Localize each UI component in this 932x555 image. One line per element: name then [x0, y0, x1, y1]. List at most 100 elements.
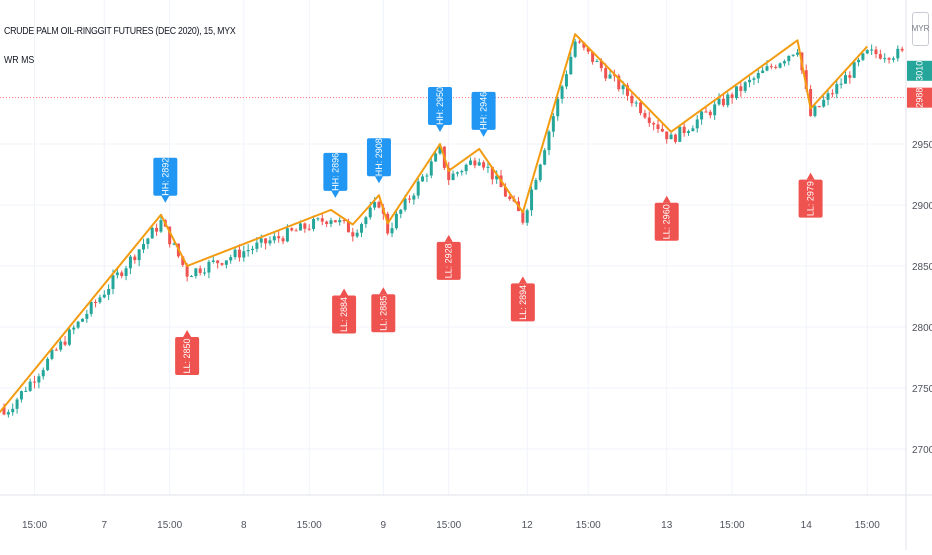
candle [691, 125, 695, 132]
y-tick-label: 2750 [912, 384, 932, 395]
candle-body [307, 228, 311, 230]
hh-label: HH: 2946 [471, 92, 496, 137]
candle-body [50, 349, 54, 359]
x-tick-label: 15:00 [720, 520, 745, 531]
candle-body [303, 223, 307, 229]
candle [142, 238, 146, 254]
ll-label: LL: 2885 [371, 287, 396, 333]
candle [708, 109, 712, 119]
candle-body [486, 166, 490, 168]
candle [107, 284, 111, 300]
candle [120, 270, 124, 279]
ll-label-box [332, 295, 357, 334]
symbol-title: CRUDE PALM OIL-RINGGIT FUTURES (DEC 2020… [4, 26, 236, 37]
candle [320, 212, 324, 226]
ll-label-arrow [662, 195, 671, 203]
candle [482, 160, 486, 171]
candle-body [621, 85, 625, 90]
candle [704, 107, 708, 113]
candle-body [128, 256, 132, 269]
hh-label-arrow [479, 129, 488, 137]
candle [717, 93, 721, 106]
candle-body [660, 128, 664, 132]
candle-body [630, 95, 634, 104]
candle-body [643, 113, 647, 118]
candle-body [752, 78, 756, 80]
candle-body [368, 207, 372, 218]
currency-badge[interactable]: MYR [912, 12, 929, 46]
candle [865, 49, 869, 55]
candle-body [591, 51, 595, 62]
candle-body [861, 53, 865, 60]
x-tick-label: 15:00 [436, 520, 461, 531]
candle-body [298, 223, 302, 231]
candle-body [325, 221, 329, 224]
hh-label-text: HH: 2896 [330, 153, 340, 191]
hh-label-text: HH: 2908 [374, 138, 384, 176]
candle [852, 60, 856, 79]
candle-body [748, 79, 752, 83]
ll-label-text: LL: 2850 [182, 338, 192, 373]
candle [796, 48, 800, 57]
candle-body [817, 106, 821, 108]
hh-label-text: HH: 2892 [160, 158, 170, 196]
ll-label-arrow [518, 276, 527, 284]
candle [251, 245, 255, 255]
candle-body [2, 407, 6, 415]
candle-body [739, 86, 743, 91]
candle [878, 49, 882, 60]
candle [394, 209, 398, 230]
candle [857, 58, 861, 67]
candle-body [482, 162, 486, 168]
candle [569, 51, 573, 75]
candle [870, 44, 874, 55]
candle [634, 100, 638, 108]
candle-body [185, 264, 189, 277]
candle-body [329, 220, 333, 224]
candle [72, 325, 76, 335]
candle [678, 126, 682, 142]
ll-label-text: LL: 2928 [444, 243, 454, 278]
candle [848, 71, 852, 84]
candle [687, 129, 691, 136]
candle-body [203, 272, 207, 274]
candle-body [360, 223, 364, 233]
candle-body [804, 70, 808, 90]
candle-body [656, 124, 660, 129]
candle-body [115, 272, 119, 276]
candle-body [473, 160, 477, 166]
candle [835, 78, 839, 99]
candle [137, 248, 141, 267]
candle-body [604, 68, 608, 79]
candle [573, 39, 577, 59]
candle-body [259, 238, 263, 243]
candle [364, 215, 368, 228]
candle [625, 83, 629, 101]
candle [277, 230, 281, 243]
candle-body [586, 47, 590, 52]
candle [830, 89, 834, 98]
candlesticks [2, 37, 904, 418]
candle-body [133, 256, 137, 261]
indicator-name[interactable]: WR MS [4, 55, 35, 66]
candle-body [438, 146, 442, 154]
candle [455, 171, 459, 177]
candle-body [538, 164, 542, 181]
candle-body [543, 150, 547, 165]
candle-body [896, 48, 900, 59]
candle [46, 357, 50, 372]
hh-label-arrow [374, 176, 383, 184]
candle-body [682, 126, 686, 133]
x-tick-label: 15:00 [576, 520, 601, 531]
ll-label-box [798, 179, 823, 218]
candle [76, 320, 80, 330]
candle [896, 45, 900, 62]
candle [294, 228, 298, 232]
candle [229, 254, 233, 264]
candle-body [24, 390, 28, 392]
hh-label: HH: 2908 [366, 138, 391, 184]
candle [891, 56, 895, 63]
zigzag-line [0, 33, 869, 414]
